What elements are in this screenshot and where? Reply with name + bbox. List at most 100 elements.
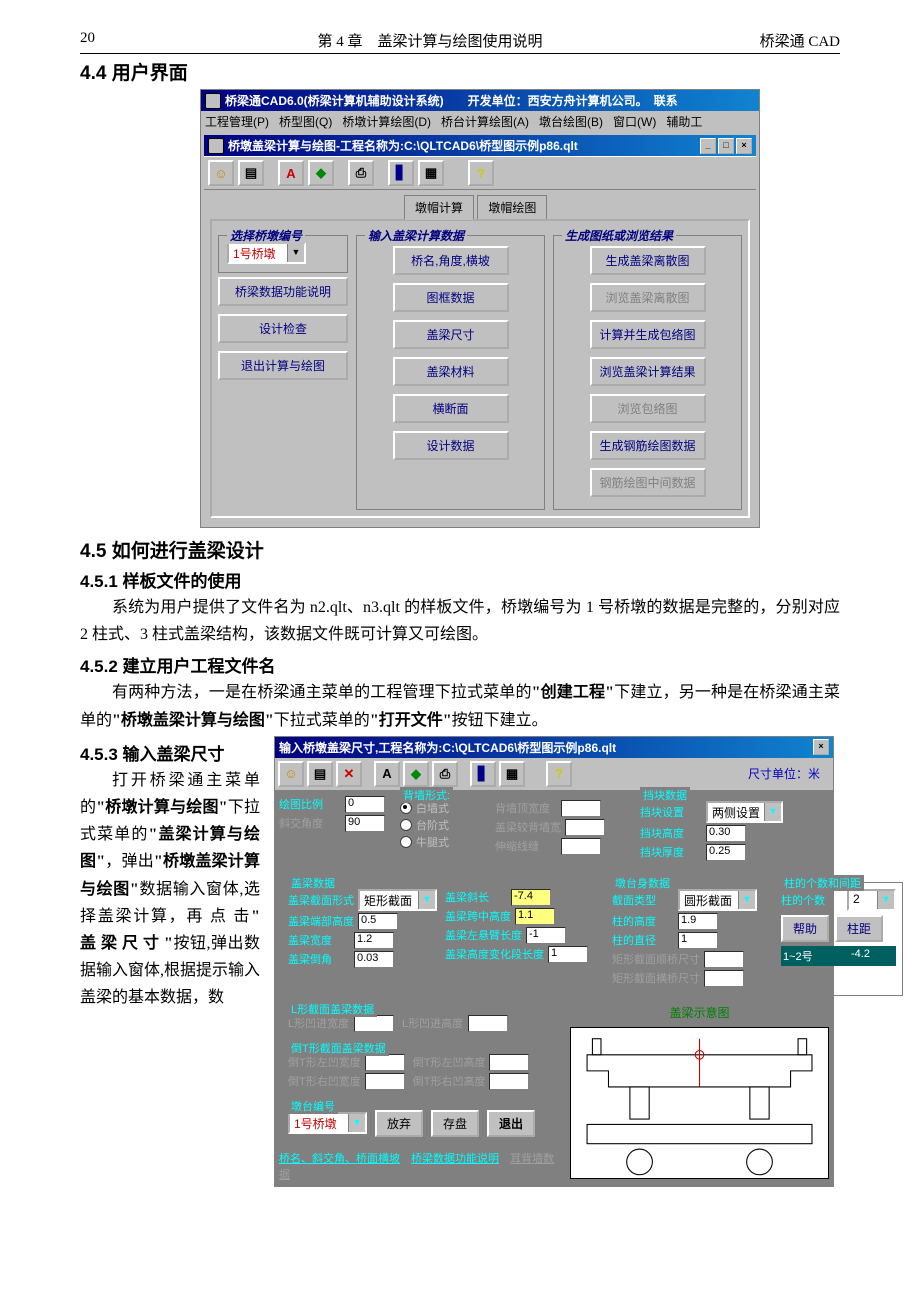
s2-tb4-icon[interactable]: ◆ [403,761,429,787]
menu-pier-calc[interactable]: 桥墩计算绘图(D) [342,113,431,130]
link-name[interactable]: 桥名、斜交角、桥面横坡 [279,1153,400,1165]
discard-button[interactable]: 放弃 [375,1110,423,1137]
s2-tb3-icon[interactable]: ✕ [336,761,362,787]
L2-input[interactable] [468,1015,508,1032]
btn-gen-discrete[interactable]: 生成盖梁离散图 [590,246,706,275]
btn-design[interactable]: 设计数据 [393,431,509,460]
colh-input[interactable]: 1.9 [678,913,718,930]
dropdown-icon[interactable]: ▼ [287,244,304,262]
btn-gen-rebar[interactable]: 生成钢筋绘图数据 [590,431,706,460]
tb-calc-icon[interactable]: ▦ [418,160,444,186]
s2-tb7-icon[interactable]: ▦ [499,761,525,787]
rc2-input[interactable] [704,970,744,987]
T1-input[interactable] [365,1054,405,1071]
menu-project[interactable]: 工程管理(P) [205,113,269,130]
s2-tb2-icon[interactable]: ▤ [307,761,333,787]
minimize-button[interactable]: _ [700,138,716,154]
btn-section[interactable]: 横断面 [393,394,509,423]
s2-tbA-icon[interactable]: A [374,761,400,787]
s2-tb1-icon[interactable]: ☺ [278,761,304,787]
tab-draw[interactable]: 墩帽绘图 [477,195,547,219]
btn-rebar-mid[interactable]: 钢筋绘图中间数据 [590,468,706,497]
s2-tb8-icon[interactable]: ? [546,761,572,787]
pier-num-title: 墩台编号 [288,1098,338,1114]
tb-help-icon[interactable]: ? [468,160,494,186]
btn-size[interactable]: 盖梁尺寸 [393,320,509,349]
s2-exit-button[interactable]: 退出 [487,1110,535,1137]
pier-combo[interactable]: 1号桥墩 ▼ [227,242,306,264]
link-desc[interactable]: 桥梁数据功能说明 [411,1153,499,1165]
L1-input[interactable] [354,1015,394,1032]
radio-step[interactable]: 台阶式 [400,817,480,833]
end-h-input[interactable]: 0.5 [358,913,398,930]
tb-print-icon[interactable]: ⎙ [348,160,374,186]
blk-h-input[interactable]: 0.30 [706,825,746,842]
radio-corbel[interactable]: 牛腿式 [400,834,480,850]
menu-window[interactable]: 窗口(W) [613,113,656,130]
dropdown-icon[interactable]: ▼ [348,1114,365,1132]
var-input[interactable]: 1 [548,946,588,963]
col-count-title: 柱的个数和间距 [781,875,864,891]
btn-view-envelope[interactable]: 浏览包络图 [590,394,706,423]
menu-abutment-calc[interactable]: 桥台计算绘图(A) [441,113,529,130]
pier-num-combo[interactable]: 1号桥墩▼ [288,1112,367,1134]
s2-titlebar: 输入桥墩盖梁尺寸,工程名称为:C:\QLTCAD6\桥型图示例p86.qlt × [275,737,833,758]
tb-text-icon[interactable]: A [278,160,304,186]
T3-input[interactable] [365,1073,405,1090]
check-button[interactable]: 设计检查 [218,314,348,343]
dropdown-icon[interactable]: ▼ [877,891,894,909]
width-input[interactable]: 1.2 [354,932,394,949]
btn-frame[interactable]: 图框数据 [393,283,509,312]
menu-bridge-type[interactable]: 桥型图(Q) [279,113,332,130]
menu-pier-draw[interactable]: 墩台绘图(B) [539,113,603,130]
sub-icon [208,138,224,154]
T4-input[interactable] [489,1073,529,1090]
blk-set-combo[interactable]: 两侧设置▼ [706,801,783,823]
tb-open-icon[interactable]: ☺ [208,160,234,186]
maximize-button[interactable]: □ [718,138,734,154]
blk-t-input[interactable]: 0.25 [706,844,746,861]
btn-material[interactable]: 盖梁材料 [393,357,509,386]
tb-color-icon[interactable]: ◆ [308,160,334,186]
save-button[interactable]: 存盘 [431,1110,479,1137]
s2-tb5-icon[interactable]: ⎙ [432,761,458,787]
dist-button[interactable]: 柱距 [835,915,883,942]
tb-doc-icon[interactable]: ▤ [238,160,264,186]
btn-gen-envelope[interactable]: 计算并生成包络图 [590,320,706,349]
cn-combo[interactable]: 2▼ [847,889,896,911]
help-button[interactable]: 帮助 [781,915,829,942]
close-button[interactable]: × [736,138,752,154]
slant-input[interactable]: -7.4 [511,889,551,906]
s2-close-button[interactable]: × [813,739,829,755]
bw-top-w-label: 背墙顶宽度 [495,800,557,816]
bw-top-w-input[interactable] [561,800,601,817]
tb-save-icon[interactable]: ▋ [388,160,414,186]
btn-view-discrete[interactable]: 浏览盖梁离散图 [590,283,706,312]
chapter-title: 第 4 章 盖梁计算与绘图使用说明 [140,30,720,51]
exit-button[interactable]: 退出计算与绘图 [218,351,348,380]
cold-input[interactable]: 1 [678,932,718,949]
dropdown-icon[interactable]: ▼ [418,891,435,909]
mid-h-input[interactable]: 1.1 [515,908,555,925]
arm-input[interactable]: -1 [526,927,566,944]
backwall-group: 背墙形式: 白墙式 台阶式 牛腿式 [393,794,487,870]
desc-button[interactable]: 桥梁数据功能说明 [218,277,348,306]
btn-name-angle[interactable]: 桥名,角度,横坡 [393,246,509,275]
T2-input[interactable] [489,1054,529,1071]
scale-input[interactable]: 0 [345,796,385,813]
tab-calc[interactable]: 墩帽计算 [404,195,474,220]
btn-view-result[interactable]: 浏览盖梁计算结果 [590,357,706,386]
dropdown-icon[interactable]: ▼ [738,891,755,909]
rc1-input[interactable] [704,951,744,968]
T2-label: 倒T形左凹高度 [413,1054,486,1070]
bw-joint-input[interactable] [561,838,601,855]
shape-combo[interactable]: 矩形截面▼ [358,889,437,911]
menu-help[interactable]: 辅助工 [666,113,702,130]
chamfer-input[interactable]: 0.03 [354,951,394,968]
s2-tb6-icon[interactable]: ▋ [470,761,496,787]
dropdown-icon[interactable]: ▼ [764,803,781,821]
angle-input[interactable]: 90 [345,815,385,832]
sub-title: 桥墩盖梁计算与绘图-工程名称为:C:\QLTCAD6\桥型图示例p86.qlt [228,137,700,154]
bw-diff-input[interactable] [565,819,605,836]
sec-combo[interactable]: 圆形截面▼ [678,889,757,911]
